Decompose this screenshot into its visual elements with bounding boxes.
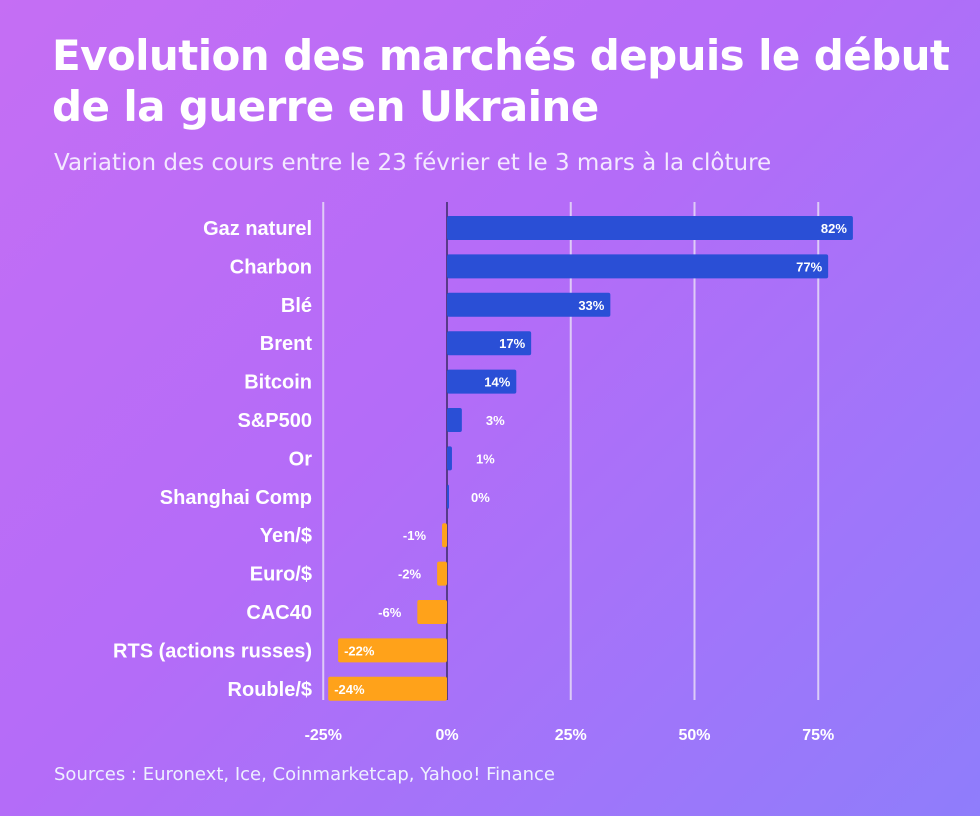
category-label: Gaz naturel [203, 218, 312, 240]
bar [338, 638, 447, 663]
data-label: -22% [344, 643, 375, 658]
data-labels: 82% 77% 33% 17% 14% 3% 1% 0% -1% -2% -6% -22% -24% [334, 221, 847, 697]
data-label: -2% [398, 567, 422, 582]
chart-subtitle: Variation des cours entre le 23 février … [54, 150, 772, 176]
bar [437, 561, 447, 586]
x-tick-label: -25% [305, 727, 342, 744]
category-label: RTS (actions russes) [113, 640, 312, 662]
bar [447, 331, 532, 356]
x-tick-label: 0% [435, 727, 458, 744]
category-label: Rouble/$ [228, 679, 312, 701]
data-label: 1% [476, 451, 495, 466]
category-label: Shanghai Comp [160, 487, 312, 509]
bar [328, 676, 447, 701]
bar [442, 523, 447, 548]
data-label: 77% [796, 259, 822, 274]
category-label: Brent [260, 333, 313, 355]
x-tick-label: 75% [802, 727, 834, 744]
category-label: Yen/$ [260, 525, 312, 547]
chart-title: Evolution des marchés depuis le début de… [52, 31, 950, 131]
bar [447, 446, 452, 471]
data-label: 0% [471, 490, 490, 505]
category-label: Charbon [230, 256, 312, 278]
category-label: Bitcoin [244, 372, 312, 394]
data-label: 14% [484, 375, 510, 390]
category-label: Or [289, 448, 313, 470]
bar [447, 408, 462, 432]
data-label: -24% [334, 682, 365, 697]
x-axis-ticks: -25% 0% 25% 50% 75% [305, 727, 835, 744]
source-note: Sources : Euronext, Ice, Coinmarketcap, … [54, 764, 555, 785]
category-label: Euro/$ [250, 564, 312, 586]
bar [447, 216, 853, 240]
category-label: S&P500 [238, 410, 313, 432]
bar [447, 254, 829, 279]
x-tick-label: 50% [678, 727, 710, 744]
bar [447, 369, 517, 394]
data-label: -1% [403, 528, 427, 543]
category-label: CAC40 [246, 602, 312, 624]
x-tick-label: 25% [555, 727, 587, 744]
data-label: 82% [821, 221, 847, 236]
category-label: Blé [281, 295, 312, 317]
bar [447, 484, 449, 509]
data-label: -6% [378, 605, 402, 620]
bar [417, 600, 447, 624]
data-label: 33% [578, 298, 604, 313]
bar [447, 292, 611, 317]
bars [328, 216, 853, 701]
data-label: 3% [486, 413, 505, 428]
category-labels: Gaz naturel Charbon Blé Brent Bitcoin S&P500 O… [113, 218, 312, 701]
data-label: 17% [499, 336, 525, 351]
bar-chart: Gaz naturel Charbon Blé Brent Bitcoin S&P500 O… [113, 202, 853, 744]
